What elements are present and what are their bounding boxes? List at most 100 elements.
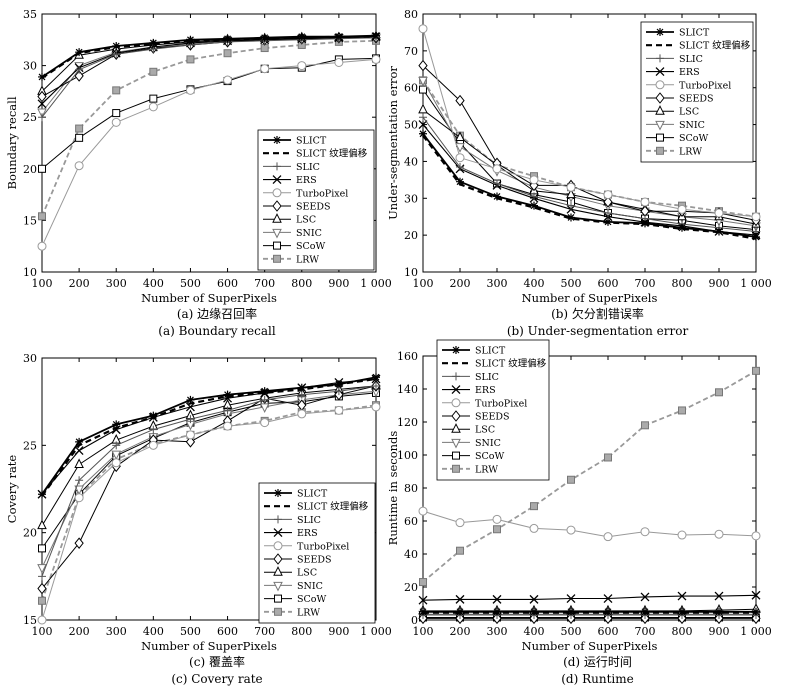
data-point: [419, 578, 427, 587]
legend-label: SLICT 纹理偏移: [679, 40, 751, 52]
x-axis-label: Number of SuperPixels: [522, 291, 658, 305]
y-tick-label: 20: [404, 229, 418, 242]
series-slict: [419, 607, 760, 616]
series-line: [422, 80, 757, 227]
legend-label: TurboPixel: [297, 541, 349, 552]
data-point: [678, 607, 686, 616]
legend-marker: [274, 489, 282, 497]
data-point: [678, 223, 686, 232]
data-point: [455, 594, 465, 604]
data-point: [456, 607, 464, 616]
legend-label: SNIC: [475, 438, 501, 449]
series-slict: [38, 31, 380, 81]
y-axis-label: Under-segmentation error: [386, 66, 400, 220]
data-point: [38, 72, 46, 81]
data-point: [530, 502, 538, 511]
data-point: [297, 409, 307, 419]
data-point: [38, 596, 46, 605]
series-line: [41, 39, 377, 217]
legend-marker: [272, 200, 282, 212]
legend-label: SCoW: [679, 133, 708, 144]
data-point: [334, 405, 344, 415]
x-tick-label: 500: [561, 625, 582, 638]
legend-label: ERS: [297, 528, 318, 539]
data-point: [223, 34, 232, 43]
legend-label: SNIC: [679, 120, 705, 131]
series-line: [41, 385, 377, 589]
data-point: [75, 437, 84, 446]
x-tick-label: 900: [328, 625, 349, 638]
legend-marker: [272, 175, 282, 185]
data-point: [566, 525, 576, 535]
data-point: [419, 129, 427, 138]
series-line: [41, 37, 377, 118]
series-turbopixel: [418, 506, 761, 542]
series-line: [41, 376, 377, 495]
legend-label: SCoW: [297, 594, 326, 605]
data-point: [641, 219, 649, 228]
data-point: [334, 380, 343, 389]
series-line: [422, 594, 757, 601]
figure-caption-english: (c) Covery rate: [171, 672, 262, 686]
legend-label: ERS: [296, 175, 317, 186]
legend-label: SLIC: [296, 162, 320, 173]
x-tick-label: 100: [32, 277, 53, 290]
data-point: [530, 192, 538, 201]
legend-marker: [272, 188, 282, 198]
legend-label: LRW: [475, 464, 498, 475]
data-point: [372, 381, 380, 390]
x-tick-label: 500: [180, 625, 201, 638]
legend-label: SCoW: [296, 241, 325, 252]
series-line: [41, 385, 377, 526]
data-point: [418, 76, 428, 87]
figure-caption-chinese: (d) 运行时间: [563, 655, 632, 669]
legend-marker: [273, 541, 283, 551]
series-line: [41, 34, 377, 78]
data-point: [455, 153, 465, 163]
data-point: [566, 182, 576, 192]
y-tick-label: 20: [404, 581, 418, 594]
x-tick-label: 100: [413, 625, 434, 638]
data-point: [149, 425, 158, 434]
figure-caption-english: (d) Runtime: [561, 672, 634, 686]
legend-label: SLICT: [679, 28, 710, 39]
legend-marker: [655, 120, 665, 131]
data-point: [75, 476, 84, 485]
y-tick-label: 60: [404, 82, 418, 95]
data-point: [640, 592, 650, 602]
figure-caption-english: (a) Boundary recall: [158, 324, 276, 338]
y-tick-label: 40: [404, 548, 418, 561]
series-line: [41, 58, 377, 247]
legend-marker: [451, 423, 461, 433]
y-tick-label: 10: [23, 266, 37, 279]
data-point: [111, 117, 121, 127]
series-slict: [38, 373, 380, 499]
data-point: [604, 209, 612, 218]
data-point: [372, 31, 380, 40]
data-point: [677, 591, 687, 601]
data-point: [297, 32, 306, 41]
data-point: [185, 436, 196, 448]
legend-marker: [273, 528, 283, 538]
data-point: [112, 109, 121, 118]
legend-label: SNIC: [297, 581, 323, 592]
y-tick-label: 60: [404, 515, 418, 528]
data-point: [715, 388, 723, 397]
x-tick-label: 1 000: [740, 625, 772, 638]
x-tick-label: 300: [487, 277, 508, 290]
data-point: [715, 607, 723, 616]
legend-marker: [451, 438, 461, 449]
legend-label: SEEDS: [475, 412, 510, 423]
series-line: [422, 510, 757, 538]
legend-label: LSC: [475, 425, 495, 436]
data-point: [567, 201, 575, 210]
legend-marker: [274, 607, 282, 616]
data-point: [186, 415, 195, 424]
data-point: [492, 594, 502, 604]
x-tick-label: 700: [635, 277, 656, 290]
data-point: [455, 131, 465, 141]
data-point: [38, 212, 46, 221]
data-point: [566, 188, 576, 199]
